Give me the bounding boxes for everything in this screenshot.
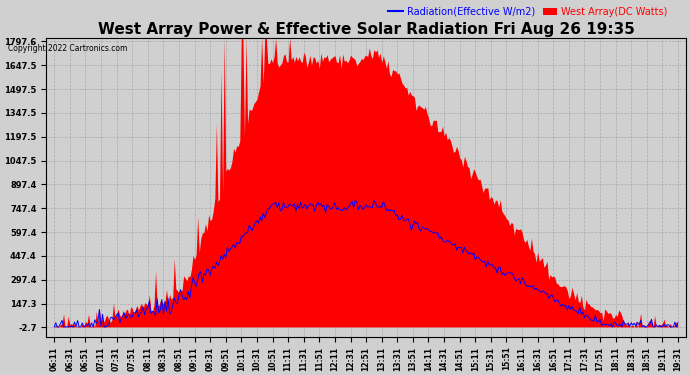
Text: Copyright 2022 Cartronics.com: Copyright 2022 Cartronics.com	[8, 44, 128, 52]
Title: West Array Power & Effective Solar Radiation Fri Aug 26 19:35: West Array Power & Effective Solar Radia…	[98, 22, 635, 37]
Legend: Radiation(Effective W/m2), West Array(DC Watts): Radiation(Effective W/m2), West Array(DC…	[384, 3, 671, 21]
